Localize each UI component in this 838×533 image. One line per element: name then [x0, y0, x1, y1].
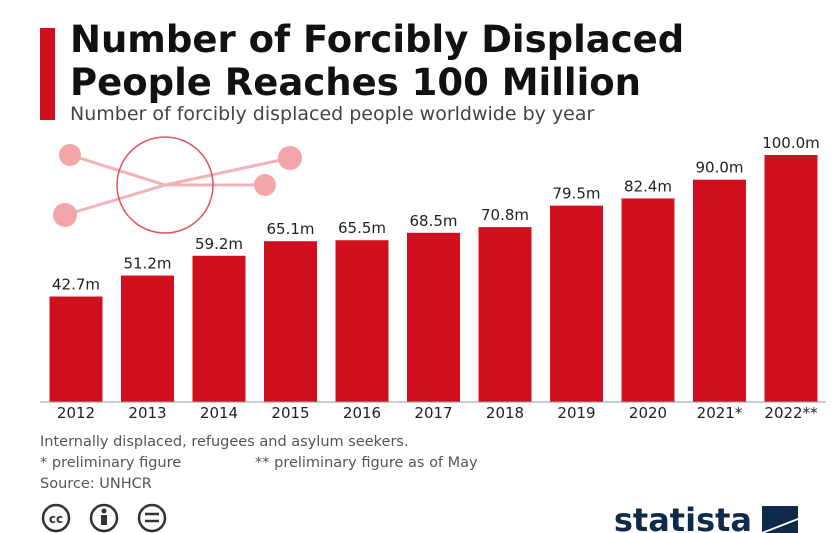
- value-label: 90.0m: [695, 159, 743, 177]
- x-tick-label: 2012: [57, 404, 95, 422]
- x-tick-label: 2021*: [697, 404, 743, 422]
- value-label: 59.2m: [195, 235, 243, 253]
- x-tick-label: 2020: [629, 404, 667, 422]
- bar: [335, 240, 389, 402]
- bar: [621, 198, 675, 402]
- svg-text:cc: cc: [49, 512, 63, 526]
- chart-title: Number of Forcibly Displaced People Reac…: [70, 18, 685, 104]
- value-label: 79.5m: [552, 185, 600, 203]
- bar: [407, 232, 460, 402]
- bar: [121, 275, 174, 402]
- x-tick-label: 2015: [271, 404, 309, 422]
- bar: [693, 179, 746, 402]
- value-label: 70.8m: [481, 206, 529, 224]
- x-tick-label: 2019: [557, 404, 595, 422]
- bar: [478, 227, 532, 402]
- bar: [192, 255, 246, 402]
- value-label: 82.4m: [624, 177, 672, 195]
- statista-logo-mark: [762, 506, 798, 533]
- x-tick-label: 2016: [343, 404, 381, 422]
- license-icons: cc: [41, 503, 167, 533]
- x-tick-label: 2018: [486, 404, 524, 422]
- x-tick-label: 2013: [128, 404, 166, 422]
- value-label: 51.2m: [123, 255, 171, 273]
- bar: [264, 241, 317, 402]
- footnote: ** preliminary figure as of May: [255, 455, 478, 471]
- chart-subtitle: Number of forcibly displaced people worl…: [70, 103, 595, 125]
- value-label: 68.5m: [409, 212, 457, 230]
- value-label: 65.1m: [266, 220, 314, 238]
- x-tick-label: 2017: [414, 404, 452, 422]
- footnote: * preliminary figure: [40, 455, 181, 471]
- title-accent: [40, 28, 55, 120]
- value-label: 100.0m: [762, 134, 820, 152]
- source: Source: UNHCR: [40, 476, 152, 492]
- x-tick-label: 2014: [200, 404, 238, 422]
- bar: [49, 296, 103, 402]
- x-tick-label: 2022**: [764, 404, 818, 422]
- brand: statista: [614, 501, 752, 533]
- footnote: Internally displaced, refugees and asylu…: [40, 434, 409, 450]
- decoration: [53, 136, 302, 234]
- value-label: 42.7m: [52, 276, 100, 294]
- value-label: 65.5m: [338, 219, 386, 237]
- bar: [550, 205, 603, 402]
- bar: [764, 155, 818, 402]
